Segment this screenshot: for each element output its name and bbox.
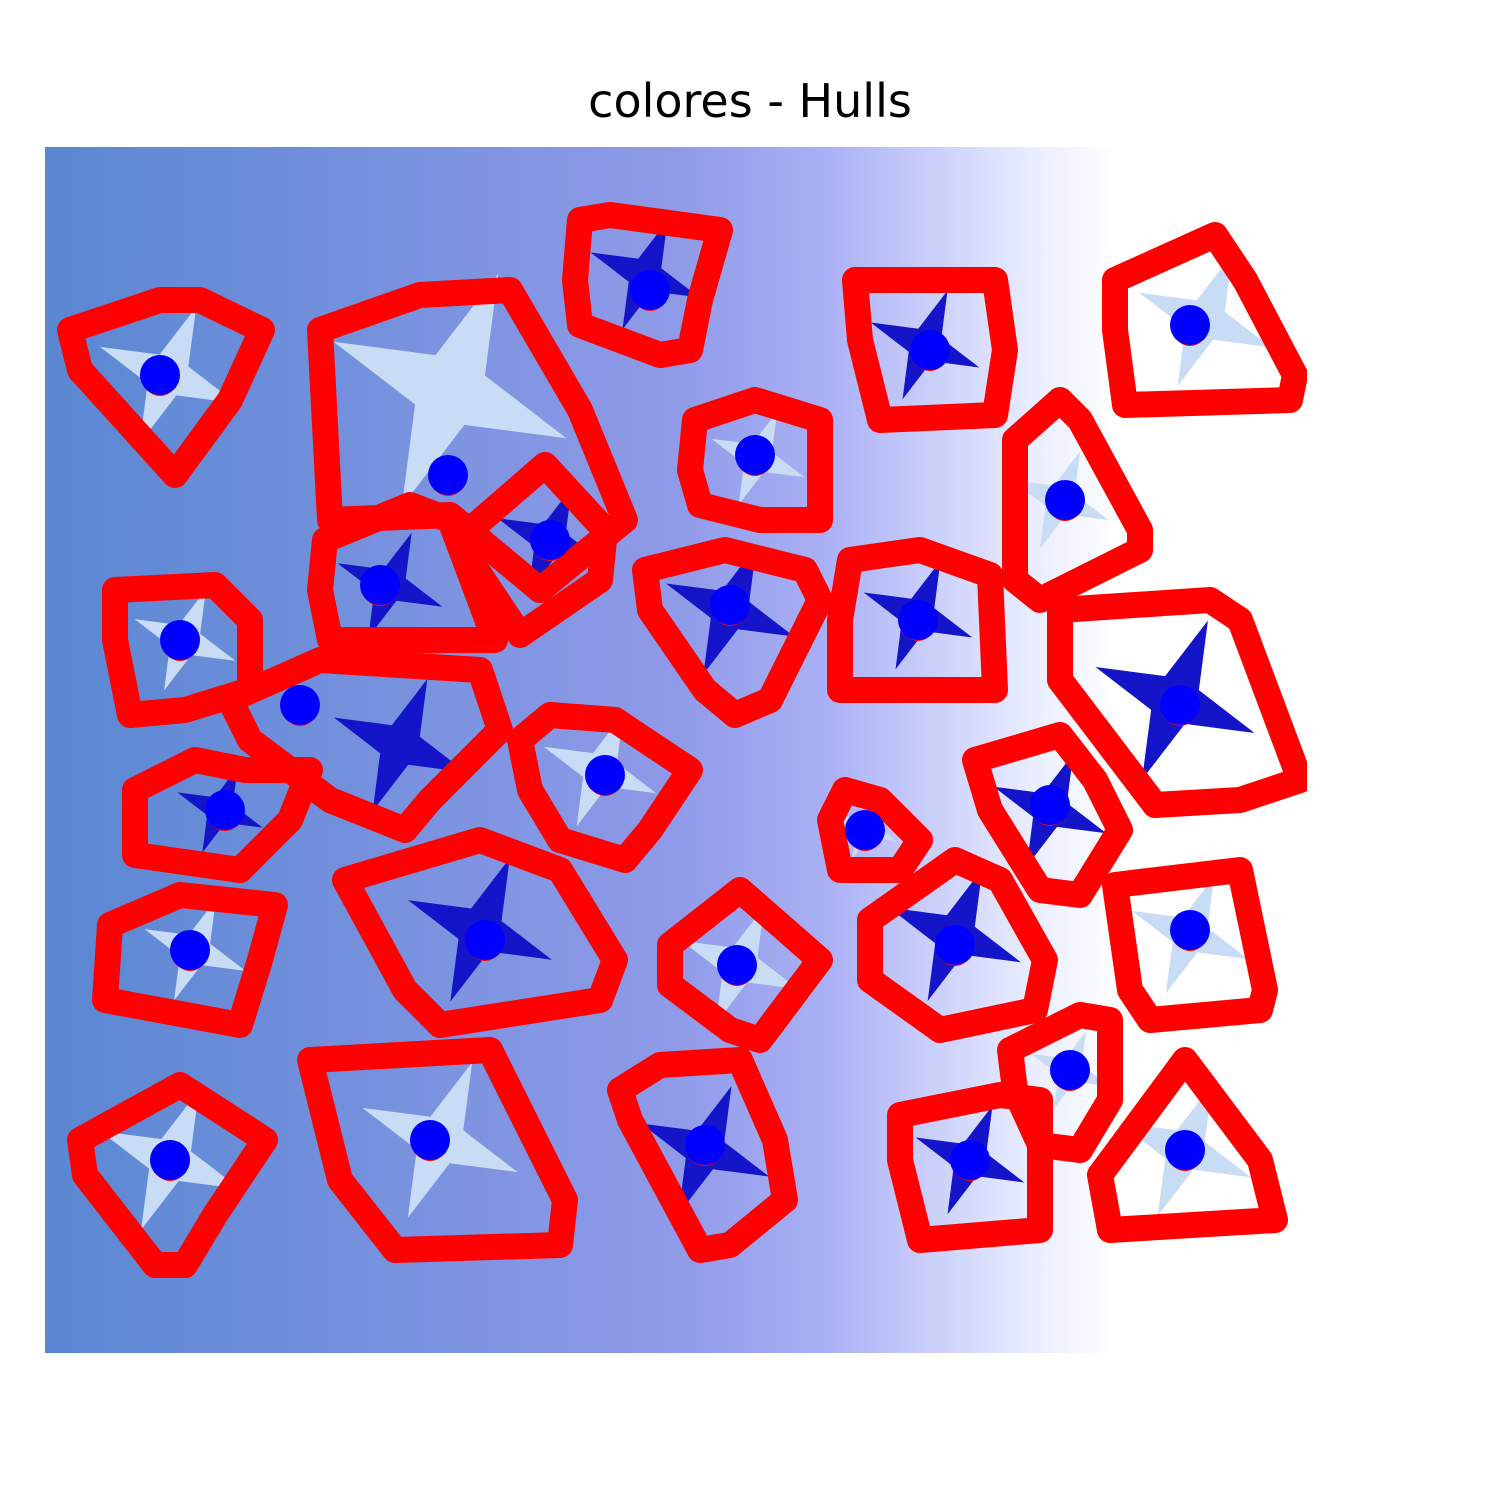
- convex-hull-outline: [507, 702, 703, 873]
- convex-hull-outline: [857, 847, 1058, 1043]
- centroid-dot: [360, 565, 400, 605]
- centroids-layer: [140, 270, 1210, 1181]
- centroid-dot: [845, 810, 885, 850]
- convex-hull-outline: [1102, 222, 1307, 418]
- centroid-dot: [898, 600, 938, 640]
- centroid-dot: [150, 1140, 190, 1180]
- figure-title: colores - Hulls: [588, 74, 912, 128]
- centroid-dot: [280, 685, 320, 725]
- centroid-dot: [1045, 480, 1085, 520]
- object-shape: [334, 679, 466, 811]
- centroid-dot: [1050, 1050, 1090, 1090]
- hulls-layer: [57, 202, 1307, 1278]
- convex-hull-outline: [657, 877, 833, 1053]
- centroid-dot: [935, 925, 975, 965]
- centroid-dot: [950, 1140, 990, 1180]
- convex-hull-outline: [57, 287, 275, 488]
- centroid-dot: [410, 1120, 450, 1160]
- centroid-dot: [630, 270, 670, 310]
- centroid-dot: [1030, 785, 1070, 825]
- convex-hull-outline: [677, 387, 833, 533]
- convex-hull-outline: [632, 537, 833, 728]
- centroid-dot: [585, 755, 625, 795]
- convex-hull-outline: [92, 882, 288, 1038]
- centroid-dot: [1170, 910, 1210, 950]
- convex-hull-outline: [1102, 857, 1278, 1033]
- centroid-dot: [710, 585, 750, 625]
- convex-hull-outline: [562, 202, 733, 368]
- convex-hull-outline: [457, 452, 618, 648]
- convex-hull-outline: [817, 777, 933, 883]
- centroid-dot: [717, 945, 757, 985]
- convex-hull-outline: [827, 537, 1008, 703]
- convex-hull-outline: [122, 747, 323, 883]
- convex-hull-outline: [67, 1072, 278, 1278]
- convex-hull-outline: [842, 267, 1018, 433]
- centroid-dot: [685, 1125, 725, 1165]
- centroid-dot: [910, 330, 950, 370]
- centroid-dot: [1160, 685, 1200, 725]
- centroid-dot: [140, 355, 180, 395]
- hull-image: [45, 147, 1307, 1353]
- object-shape: [333, 273, 567, 507]
- convex-hull-outline: [297, 1037, 578, 1263]
- convex-hull-outline: [962, 722, 1133, 908]
- centroid-dot: [465, 920, 505, 960]
- centroid-dot: [530, 520, 570, 560]
- convex-hull-outline: [307, 492, 508, 653]
- centroid-dot: [428, 455, 468, 495]
- convex-hull-outline: [332, 827, 628, 1038]
- convex-hull-outline: [607, 1047, 798, 1263]
- convex-hull-outline: [1002, 387, 1153, 613]
- centroid-dot: [205, 790, 245, 830]
- convex-hull-outline: [1047, 587, 1307, 818]
- centroid-dot: [170, 930, 210, 970]
- centroid-dot: [1170, 305, 1210, 345]
- centroid-dot: [1165, 1130, 1205, 1170]
- centroid-dot: [160, 620, 200, 660]
- convex-hull-outline: [887, 1082, 1053, 1253]
- centroid-dot: [735, 435, 775, 475]
- convex-hull-outline: [1087, 1047, 1288, 1243]
